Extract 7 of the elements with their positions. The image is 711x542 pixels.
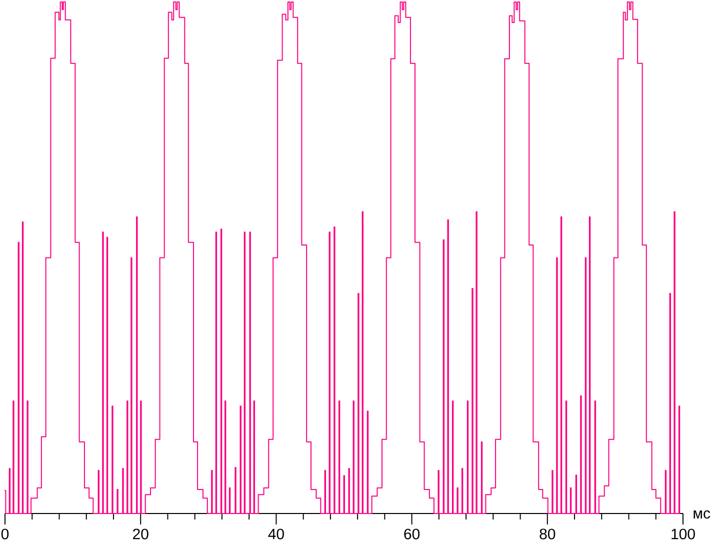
x-tick-label: 0 (1, 528, 9, 540)
x-tick-label: 40 (268, 528, 284, 540)
x-axis-title: мс (694, 510, 710, 519)
x-tick-label: 100 (672, 528, 695, 540)
x-tick-label: 60 (404, 528, 420, 540)
x-tick-label: 80 (540, 528, 556, 540)
x-tick-label: 20 (133, 528, 148, 540)
